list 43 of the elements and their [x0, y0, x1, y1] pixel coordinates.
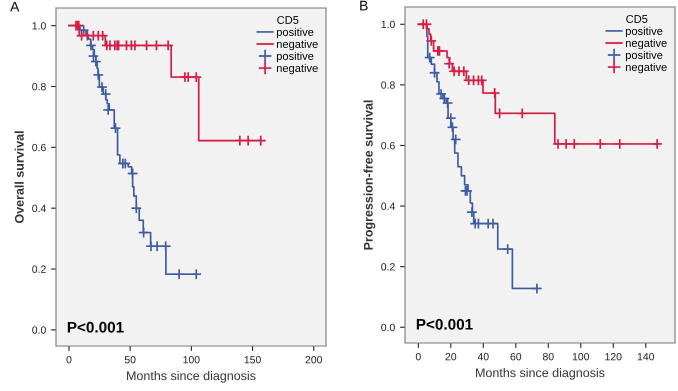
x-axis-title: Months since diagnosis	[476, 368, 605, 380]
y-tick-label: 1.0	[382, 20, 395, 28]
legend-label: positive	[276, 52, 314, 62]
y-tick-label: 0.4	[381, 202, 395, 210]
x-tick-label: 100	[572, 352, 590, 360]
y-tick-label: 0.4	[32, 204, 46, 212]
x-tick-label: 40	[478, 352, 489, 360]
x-tick-label: 0	[66, 356, 72, 364]
legend-label: positive	[276, 28, 314, 38]
x-axis-title: Months since diagnosis	[127, 370, 256, 383]
x-tick-label: 200	[306, 356, 322, 364]
y-tick-label: 0.8	[381, 81, 395, 89]
legend-label: positive	[626, 50, 662, 62]
x-tick-label: 120	[605, 352, 622, 360]
y-axis-title: Overall survival	[14, 131, 24, 224]
y-tick-label: 0.2	[381, 263, 395, 271]
y-tick-label: 0.6	[32, 144, 46, 152]
x-tick-label: 100	[183, 356, 200, 364]
x-tick-label: 60	[510, 352, 522, 360]
legend-label: negative	[276, 64, 318, 74]
legend-title: CD5	[277, 16, 298, 24]
y-tick-label: 0.0	[381, 324, 395, 332]
legend-title: CD5	[626, 15, 648, 23]
legend-label: negative	[626, 38, 667, 50]
x-tick-label: 0	[416, 352, 421, 360]
y-axis-title: Progression-free survival	[364, 100, 376, 250]
chart-title: A	[10, 2, 20, 12]
annotation: P<0.001	[416, 318, 473, 330]
y-tick-label: 0.6	[381, 142, 395, 150]
chart-title: B	[360, 0, 368, 10]
y-tick-label: 0.0	[32, 326, 46, 334]
y-tick-label: 1.0	[32, 22, 46, 30]
y-tick-label: 0.8	[32, 82, 46, 90]
x-tick-label: 20	[446, 352, 456, 360]
x-tick-label: 80	[542, 352, 554, 360]
x-tick-label: 50	[124, 356, 136, 364]
annotation: P<0.001	[68, 322, 124, 333]
x-tick-label: 140	[638, 352, 654, 360]
legend-label: positive	[626, 26, 662, 38]
legend-label: negative	[626, 62, 667, 74]
x-tick-label: 150	[244, 356, 261, 364]
y-tick-label: 0.2	[32, 266, 46, 273]
legend-label: negative	[276, 40, 318, 50]
